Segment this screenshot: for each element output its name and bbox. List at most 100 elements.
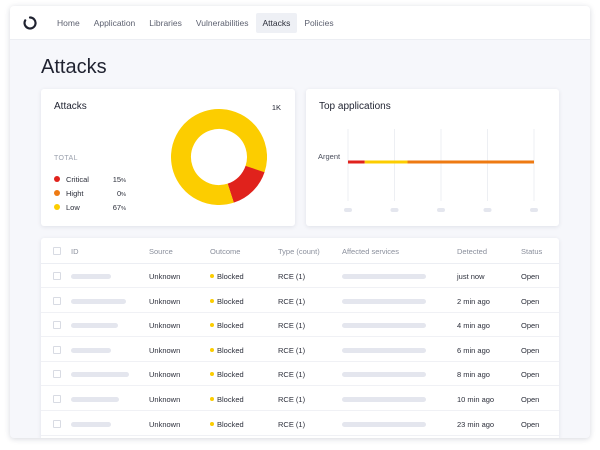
- legend-item-critical: Critical 15%: [54, 173, 126, 185]
- id-placeholder: [71, 347, 111, 353]
- detected-cell: 2 min ago: [457, 296, 490, 306]
- outcome-status-dot: [210, 323, 214, 328]
- top-nav-bar: Home Application Libraries Vulnerabilities A…: [10, 6, 590, 40]
- table-row[interactable]: Unknown Blocked RCE (1) 23 min ago Open: [41, 412, 559, 436]
- column-header-status[interactable]: Status: [521, 247, 543, 256]
- outcome-status-dot: [210, 274, 214, 279]
- legend-heading: TOTAL: [54, 155, 78, 162]
- detected-cell: 4 min ago: [457, 321, 490, 331]
- tick-placeholder: [344, 208, 352, 212]
- source-cell: Unknown: [149, 321, 181, 331]
- detected-cell: just now: [457, 272, 485, 281]
- source-cell: Unknown: [149, 395, 181, 404]
- table-row[interactable]: Unknown Blocked RCE (1) 6 min ago Open: [41, 338, 559, 362]
- source-cell: Unknown: [149, 345, 181, 355]
- table-header: ID Source Outcome Type (count) Affected serv…: [41, 238, 559, 264]
- attacks-summary-card: Attacks 1K TOTAL Critical 15% Hight 0% Low 67…: [41, 89, 295, 226]
- type-cell: RCE (1): [278, 345, 306, 355]
- top-applications-card: Top applications Argent: [306, 89, 559, 226]
- id-placeholder: [71, 323, 118, 329]
- affected-services-placeholder: [342, 397, 426, 402]
- detected-cell: 8 min ago: [457, 370, 490, 380]
- affected-services-placeholder: [342, 421, 426, 427]
- id-placeholder: [71, 421, 111, 427]
- type-cell: RCE (1): [278, 395, 306, 404]
- nav-item-policies[interactable]: Policies: [304, 17, 334, 28]
- legend-item-low: Low 67%: [54, 201, 126, 213]
- type-cell: RCE (1): [278, 296, 306, 306]
- outcome-cell: Blocked: [210, 395, 244, 404]
- page-title: Attacks: [41, 56, 107, 78]
- id-placeholder: [71, 298, 126, 304]
- row-checkbox[interactable]: [53, 296, 61, 305]
- bar-segment-1[interactable]: [364, 160, 408, 164]
- table-row[interactable]: Unknown Blocked RCE (1) 4 min ago Open: [41, 313, 559, 338]
- row-checkbox[interactable]: [53, 321, 61, 330]
- column-header-outcome[interactable]: Outcome: [210, 247, 241, 256]
- legend-label: Low: [66, 202, 80, 212]
- nav-item-libraries[interactable]: Libraries: [149, 17, 182, 28]
- row-checkbox[interactable]: [53, 345, 61, 354]
- table-row[interactable]: Unknown Blocked RCE (1) 8 min ago Open: [41, 362, 559, 387]
- status-cell: Open: [521, 395, 540, 404]
- id-placeholder: [71, 397, 119, 402]
- top-applications-bar-chart: [344, 129, 538, 212]
- outcome-status-dot: [210, 298, 214, 303]
- table-row[interactable]: Unknown Blocked RCE (1) 2 min ago Open: [41, 289, 559, 313]
- column-header-source[interactable]: Source: [149, 247, 173, 256]
- affected-services-placeholder: [342, 372, 426, 378]
- legend-item-hight: Hight 0%: [54, 187, 126, 199]
- outcome-cell: Blocked: [210, 297, 244, 306]
- column-header-detected[interactable]: Detected: [457, 247, 488, 256]
- affected-services-placeholder: [342, 298, 426, 304]
- legend-label: Hight: [66, 188, 84, 198]
- outcome-cell: Blocked: [210, 346, 244, 355]
- outcome-status-dot: [210, 372, 214, 377]
- bar-segment-0[interactable]: [348, 160, 365, 164]
- status-cell: Open: [521, 370, 540, 380]
- column-header-id[interactable]: ID: [71, 247, 79, 256]
- nav-item-vulnerabilities[interactable]: Vulnerabilities: [195, 17, 249, 28]
- bar-segment-2[interactable]: [407, 160, 534, 164]
- attacks-table: ID Source Outcome Type (count) Affected serv…: [41, 238, 559, 438]
- row-checkbox[interactable]: [53, 395, 61, 403]
- id-placeholder: [71, 372, 129, 378]
- status-cell: Open: [521, 321, 540, 331]
- tick-placeholder: [530, 208, 538, 212]
- column-header-type-count[interactable]: Type (count): [278, 247, 320, 256]
- row-checkbox[interactable]: [53, 370, 61, 379]
- table-row[interactable]: Unknown Blocked RCE (1) just now Open: [41, 264, 559, 288]
- legend-value: 15%: [112, 174, 126, 184]
- nav-item-attacks[interactable]: Attacks: [255, 12, 298, 33]
- row-checkbox[interactable]: [53, 272, 61, 280]
- affected-services-placeholder: [342, 323, 426, 329]
- tick-placeholder: [437, 208, 445, 212]
- legend-value: 67%: [112, 202, 126, 212]
- outcome-status-dot: [210, 347, 214, 352]
- outcome-cell: Blocked: [210, 420, 244, 429]
- table-row[interactable]: Unknown Blocked RCE (1) 10 min ago Open: [41, 387, 559, 411]
- affected-services-placeholder: [342, 347, 426, 353]
- legend-value: 0%: [116, 188, 126, 198]
- legend-dot: [54, 176, 60, 182]
- donut-slice-low[interactable]: [171, 109, 267, 205]
- row-checkbox[interactable]: [53, 419, 61, 428]
- nav-item-home[interactable]: Home: [57, 17, 80, 28]
- select-all-checkbox[interactable]: [53, 247, 61, 255]
- bar-category-label: Argent: [318, 152, 341, 161]
- type-cell: RCE (1): [278, 419, 306, 429]
- column-header-affected-services[interactable]: Affected services: [342, 247, 399, 256]
- status-cell: Open: [521, 419, 540, 429]
- logo-icon[interactable]: [10, 6, 50, 40]
- status-cell: Open: [521, 272, 540, 281]
- outcome-status-dot: [210, 421, 214, 426]
- nav-item-application[interactable]: Application: [93, 17, 136, 28]
- attacks-card-title: Attacks: [54, 101, 87, 112]
- outcome-cell: Blocked: [210, 321, 244, 330]
- legend-label: Critical: [66, 174, 89, 184]
- attacks-donut-chart: [171, 109, 267, 205]
- type-cell: RCE (1): [278, 370, 306, 380]
- top-apps-card-title: Top applications: [319, 101, 391, 112]
- status-cell: Open: [521, 345, 540, 355]
- source-cell: Unknown: [149, 296, 181, 306]
